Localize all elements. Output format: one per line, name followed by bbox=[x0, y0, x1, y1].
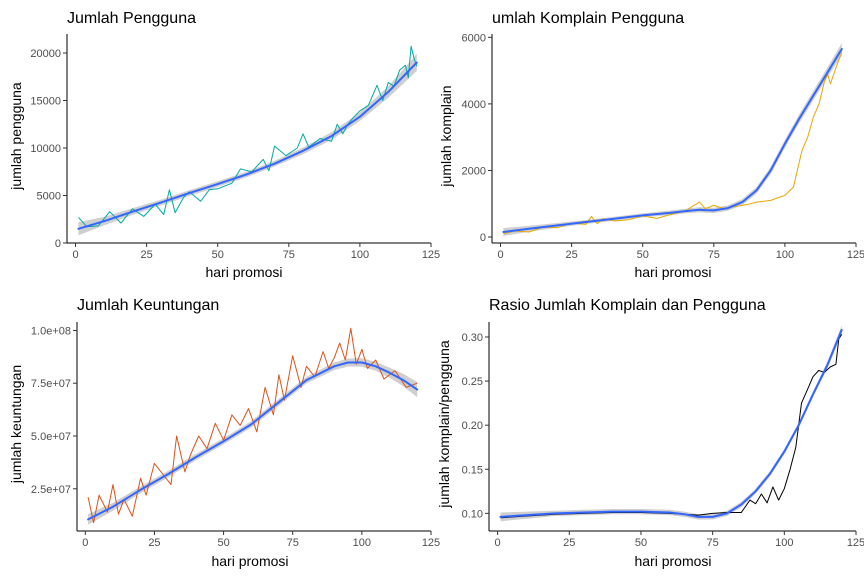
x-tick-label: 25 bbox=[566, 249, 578, 261]
panel-title: Jumlah Pengguna bbox=[67, 10, 196, 27]
y-tick-label: 0.10 bbox=[462, 508, 483, 520]
smooth-line bbox=[87, 361, 419, 521]
y-tick-label: 0 bbox=[480, 232, 486, 244]
y-axis-label: jumlah komplain bbox=[438, 85, 454, 187]
panel-jumlah-komplain: umlah Komplain Pengguna hari promosi jum… bbox=[438, 10, 864, 280]
data-line bbox=[500, 334, 843, 519]
x-tick-label: 75 bbox=[287, 537, 299, 549]
x-tick-label: 0 bbox=[497, 249, 503, 261]
x-tick-label: 50 bbox=[635, 537, 647, 549]
panel-title: Rasio Jumlah Komplain dan Pengguna bbox=[489, 297, 766, 314]
x-axis-label: hari promosi bbox=[211, 553, 288, 569]
smooth-line bbox=[77, 61, 418, 230]
panel-jumlah-keuntungan: Jumlah Keuntungan hari promosi jumlah ke… bbox=[8, 297, 440, 569]
y-tick-label: 20000 bbox=[30, 48, 61, 60]
x-tick-label: 0 bbox=[72, 249, 78, 261]
x-axis-label: hari promosi bbox=[634, 553, 711, 569]
confidence-band bbox=[500, 325, 842, 522]
data-line bbox=[87, 327, 418, 524]
y-tick-label: 1.0e+08 bbox=[31, 325, 71, 337]
confidence-band bbox=[88, 358, 418, 525]
y-tick-label: 0.20 bbox=[462, 420, 483, 432]
y-tick-label: 15000 bbox=[30, 96, 61, 108]
y-axis-label: jumlah pengguna bbox=[8, 82, 24, 191]
x-tick-label: 75 bbox=[283, 249, 295, 261]
x-tick-label: 25 bbox=[141, 249, 153, 261]
x-axis-label: hari promosi bbox=[634, 264, 711, 280]
x-tick-label: 50 bbox=[637, 249, 649, 261]
x-tick-label: 25 bbox=[563, 537, 575, 549]
y-tick-label: 4000 bbox=[462, 99, 486, 111]
x-tick-label: 75 bbox=[708, 249, 720, 261]
x-tick-label: 125 bbox=[847, 249, 864, 261]
panel-jumlah-pengguna: Jumlah Pengguna hari promosi jumlah peng… bbox=[8, 10, 440, 280]
y-tick-label: 7.5e+07 bbox=[31, 378, 71, 390]
x-tick-label: 125 bbox=[422, 249, 440, 261]
y-tick-label: 10000 bbox=[30, 143, 61, 155]
x-tick-label: 100 bbox=[351, 249, 369, 261]
x-tick-label: 100 bbox=[353, 537, 371, 549]
y-tick-label: 0 bbox=[55, 238, 61, 250]
y-tick-label: 2000 bbox=[462, 165, 486, 177]
x-tick-label: 50 bbox=[217, 537, 229, 549]
panel-rasio-komplain-pengguna: Rasio Jumlah Komplain dan Pengguna hari … bbox=[436, 297, 864, 569]
smooth-line bbox=[502, 48, 843, 233]
y-tick-label: 5000 bbox=[37, 191, 61, 203]
y-tick-label: 0.30 bbox=[462, 332, 483, 344]
x-tick-label: 0 bbox=[495, 537, 501, 549]
x-tick-label: 75 bbox=[707, 537, 719, 549]
confidence-band bbox=[78, 53, 417, 236]
data-line bbox=[78, 45, 418, 228]
y-tick-label: 0.25 bbox=[462, 376, 483, 388]
x-tick-label: 50 bbox=[212, 249, 224, 261]
confidence-band bbox=[503, 43, 842, 236]
y-tick-label: 5.0e+07 bbox=[31, 431, 71, 443]
y-axis-label: jumlah keuntungan bbox=[8, 365, 24, 484]
x-tick-label: 25 bbox=[148, 537, 160, 549]
panel-title: umlah Komplain Pengguna bbox=[492, 10, 684, 27]
y-tick-label: 6000 bbox=[462, 32, 486, 44]
y-axis-label: jumlah komplain/pengguna bbox=[436, 340, 452, 509]
data-line bbox=[503, 52, 843, 235]
y-tick-label: 2.5e+07 bbox=[31, 484, 71, 496]
x-tick-label: 125 bbox=[422, 537, 440, 549]
smooth-line bbox=[499, 328, 843, 518]
x-axis-label: hari promosi bbox=[205, 264, 282, 280]
x-tick-label: 125 bbox=[847, 537, 864, 549]
x-tick-label: 100 bbox=[775, 537, 793, 549]
y-tick-label: 0.15 bbox=[462, 464, 483, 476]
x-tick-label: 100 bbox=[776, 249, 794, 261]
x-tick-label: 0 bbox=[82, 537, 88, 549]
panel-title: Jumlah Keuntungan bbox=[77, 297, 219, 314]
